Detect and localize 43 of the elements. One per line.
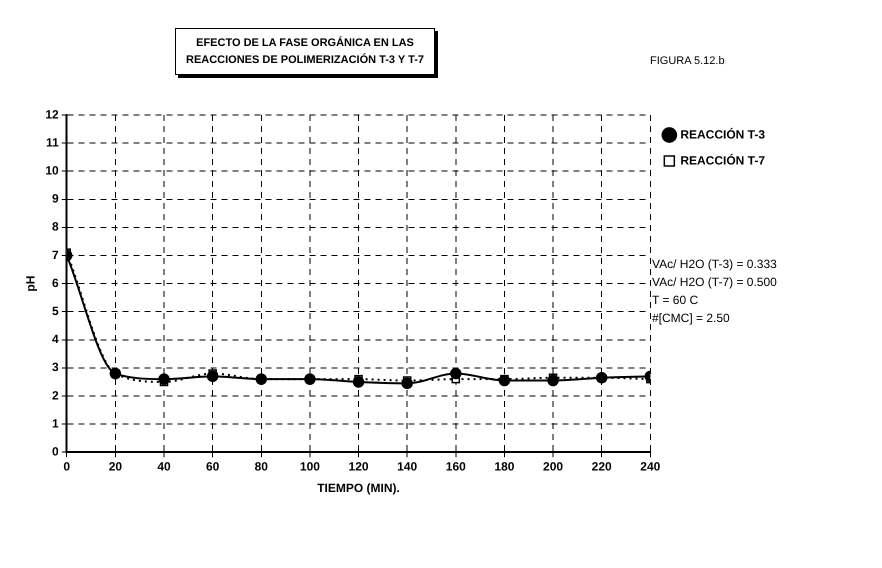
text: T = 60 C <box>652 292 700 309</box>
x-tick-label: 200 <box>543 460 564 474</box>
y-tick-label: 4 <box>52 332 60 346</box>
y-tick-label: 11 <box>46 135 60 150</box>
x-tick-label: 120 <box>348 460 369 474</box>
y-axis-title: pH <box>24 276 38 292</box>
y-tick-label: 8 <box>52 220 60 234</box>
text: FIGURA 5.12.b <box>650 55 725 67</box>
point <box>401 378 413 390</box>
y-tick-label: 6 <box>52 276 60 290</box>
chart-title: EFECTO DE LA FASE ORGÁNICA EN LAS REACCIONES DE POLIMERIZACIÓN T-3 Y T-7 <box>175 28 435 75</box>
x-tick-label: 60 <box>206 460 220 474</box>
y-tick-label: 0 <box>52 444 60 459</box>
x-tick-label: 20 <box>108 460 122 474</box>
x-tick-label: 80 <box>254 460 268 474</box>
legend-label: REACCIÓN T-3 <box>680 127 766 142</box>
point <box>450 368 462 380</box>
x-tick-label: 160 <box>446 460 466 474</box>
x-tick-label: 140 <box>397 460 418 474</box>
point <box>352 376 364 388</box>
point <box>547 374 559 386</box>
text: #[CMC] = 2.50 <box>652 310 731 327</box>
x-tick-label: 240 <box>640 460 661 474</box>
x-tick-label: 100 <box>300 460 320 474</box>
y-tick-label: 12 <box>45 107 60 122</box>
y-tick-label: 9 <box>52 192 60 206</box>
x-tick-label: 0 <box>63 460 70 474</box>
text: VAc/ H2O (T-3) = 0.333 <box>652 256 777 273</box>
y-tick-label: 10 <box>45 164 60 178</box>
y-tick-label: 7 <box>52 248 60 262</box>
legend-label: REACCIÓN T-7 <box>680 153 766 168</box>
y-tick-label: 1 <box>52 416 60 430</box>
point <box>158 373 170 385</box>
x-tick-label: 220 <box>592 460 612 474</box>
x-tick-label: 40 <box>157 460 172 474</box>
y-tick-label: 5 <box>52 304 60 318</box>
text: VAc/ H2O (T-7) = 0.500 <box>652 274 777 291</box>
y-tick-label: 2 <box>52 388 60 402</box>
x-tick-label: 180 <box>494 460 515 474</box>
y-tick-label: 3 <box>52 360 60 374</box>
point <box>206 370 218 382</box>
x-axis-title: TIEMPO (MIN). <box>317 481 400 496</box>
point <box>498 374 510 386</box>
